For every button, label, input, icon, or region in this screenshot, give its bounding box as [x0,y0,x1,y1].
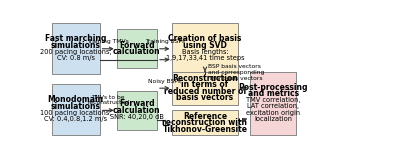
Text: TMVs to be
reconstructed: TMVs to be reconstructed [87,95,129,105]
Text: Noisy BSPs: Noisy BSPs [148,79,181,84]
Text: reduced number of: reduced number of [164,87,246,96]
Text: simulations: simulations [50,41,100,50]
Text: Monodomain: Monodomain [48,95,104,104]
FancyBboxPatch shape [52,23,100,74]
FancyBboxPatch shape [117,91,157,130]
Text: Fast marching: Fast marching [45,34,106,43]
Text: Forward: Forward [119,41,155,50]
FancyBboxPatch shape [172,23,238,74]
Text: basis vectors: basis vectors [176,93,234,102]
Text: BSP basis vectors
and corresponding
TMV basis vectors: BSP basis vectors and corresponding TMV … [208,64,264,81]
Text: and metrics: and metrics [248,89,299,98]
Text: Post-processing: Post-processing [238,83,308,92]
Text: TMV correlation,: TMV correlation, [246,97,300,103]
Text: Basis lengths:: Basis lengths: [182,49,228,55]
FancyBboxPatch shape [52,84,100,135]
Text: CV: 0.4,0.8,1.2 m/s: CV: 0.4,0.8,1.2 m/s [44,116,107,122]
FancyBboxPatch shape [172,72,238,105]
Text: calculation: calculation [113,48,161,56]
Text: 200 pacing locations;: 200 pacing locations; [40,49,111,55]
Text: CV: 0.8 m/s: CV: 0.8 m/s [56,55,94,61]
Text: Reference: Reference [183,112,227,121]
Text: LAT correlation,: LAT correlation, [247,104,299,109]
FancyBboxPatch shape [117,29,157,68]
Text: SNR: 40,20,0 dB: SNR: 40,20,0 dB [110,114,164,120]
Text: calculation: calculation [113,106,161,115]
Text: simulations: simulations [50,102,100,111]
Text: 100 pacing locations;: 100 pacing locations; [40,110,111,116]
Text: Forward: Forward [119,100,155,108]
FancyBboxPatch shape [172,110,238,135]
Text: Training TMVs: Training TMVs [87,39,129,44]
FancyBboxPatch shape [250,72,296,135]
Text: Tikhonov-Greensite: Tikhonov-Greensite [162,125,248,134]
Text: Creation of basis: Creation of basis [168,34,242,43]
Text: reconstruction with: reconstruction with [162,118,248,127]
Text: excitation origin: excitation origin [246,110,300,116]
Text: localization: localization [254,116,292,122]
Text: Reconstruction: Reconstruction [172,74,238,83]
Text: Training BSPs: Training BSPs [145,39,185,44]
Text: 1,9,17,33,41 time steps: 1,9,17,33,41 time steps [166,55,244,61]
Text: using SVD: using SVD [183,41,227,50]
Text: in terms of: in terms of [182,80,228,89]
